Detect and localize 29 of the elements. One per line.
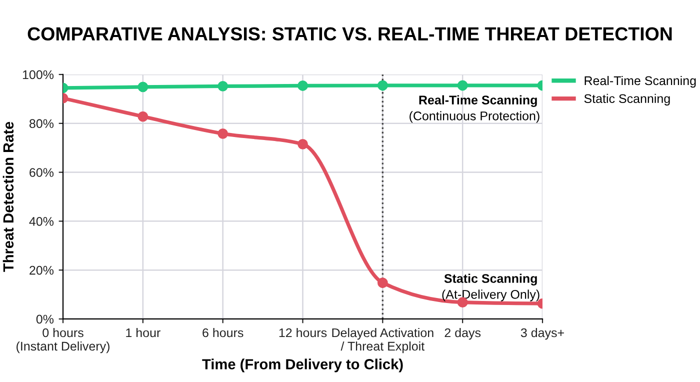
y-tick-label: 20% xyxy=(30,266,54,275)
chart-title: COMPARATIVE ANALYSIS: STATIC VS. REAL-TIME THREAT DETECTION xyxy=(28,27,672,41)
x-tick-label: 2 days xyxy=(444,328,481,340)
x-tick-label: Delayed Activation / Threat Exploit xyxy=(332,328,434,354)
point xyxy=(138,82,148,92)
x-tick-label: 3 days+ xyxy=(520,328,564,340)
annotation: Static Scanning (At-Delivery Only) xyxy=(442,274,540,302)
point xyxy=(218,81,228,92)
x-axis-title: Time (From Delivery to Click) xyxy=(202,358,403,372)
point xyxy=(457,80,468,91)
point xyxy=(298,138,308,150)
point xyxy=(138,111,148,122)
y-tick-label: 0% xyxy=(36,314,54,324)
x-tick-label: 12 hours xyxy=(279,328,327,338)
legend-label: Static Scanning xyxy=(584,94,670,106)
annotation: Real-Time Scanning (Continuous Protection) xyxy=(410,95,540,123)
point xyxy=(377,80,388,91)
legend-label: Real-Time Scanning xyxy=(584,76,696,88)
x-tick-label: 6 hours xyxy=(202,328,244,338)
point xyxy=(298,80,308,91)
y-tick-label: 100% xyxy=(22,70,54,80)
x-tick-label: 1 hour xyxy=(126,328,160,338)
y-tick-label: 60% xyxy=(30,168,54,177)
y-tick-label: 40% xyxy=(29,216,54,226)
point xyxy=(377,278,388,288)
x-tick-label: 0 hours (Instant Delivery) xyxy=(16,328,110,354)
point xyxy=(218,128,228,139)
y-tick-label: 80% xyxy=(30,119,54,128)
y-axis-title: Threat Detection Rate xyxy=(2,122,14,272)
